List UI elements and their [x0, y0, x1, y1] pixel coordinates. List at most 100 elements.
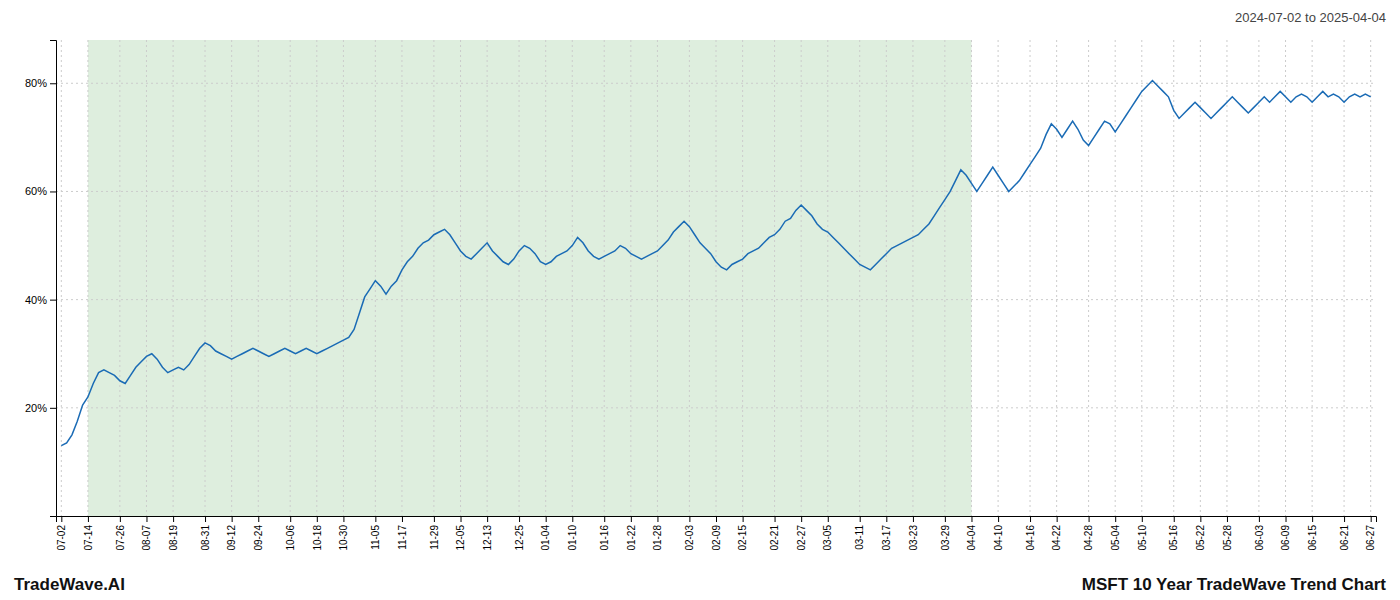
x-grid-line — [801, 40, 802, 516]
x-tick-label: 03-11 — [854, 525, 865, 550]
x-tick-label: 02-15 — [737, 525, 748, 551]
x-tick-label: 09-24 — [253, 525, 264, 551]
x-tick-mark — [546, 516, 547, 522]
x-tick-mark — [375, 516, 376, 522]
x-tick-mark — [1259, 516, 1260, 522]
x-tick-label: 08-31 — [200, 525, 211, 551]
x-tick-mark — [120, 516, 121, 522]
x-tick-mark — [998, 516, 999, 522]
x-tick: 10-18 — [312, 516, 323, 551]
y-tick-label: 40% — [25, 294, 47, 306]
x-tick-mark — [1200, 516, 1201, 522]
x-tick-label: 01-10 — [567, 525, 578, 551]
x-axis-line — [57, 517, 1377, 523]
x-grid-line — [1056, 40, 1057, 516]
x-grid-line — [460, 40, 461, 516]
x-tick: 06-21 — [1339, 516, 1350, 551]
x-grid-line — [630, 40, 631, 516]
x-grid-line — [689, 40, 690, 516]
x-tick-label: 11-29 — [429, 525, 440, 550]
x-tick-mark — [461, 516, 462, 522]
x-grid-line — [971, 40, 972, 516]
plot-area — [88, 40, 972, 516]
x-tick-mark — [1371, 516, 1372, 522]
x-grid-line — [433, 40, 434, 516]
y-tick-mark — [50, 83, 56, 84]
annotation: TradeWave.AI — [14, 575, 125, 594]
x-grid-line — [231, 40, 232, 516]
x-tick: 03-05 — [822, 516, 833, 551]
x-tick-mark — [1089, 516, 1090, 522]
x-tick: 07-26 — [115, 516, 126, 551]
x-tick-mark — [971, 516, 972, 522]
x-tick-mark — [434, 516, 435, 522]
plot: 07-02 07-14 07-26 08-07 08-19 08-31 09-12 09-24… — [25, 40, 1377, 551]
x-grid-line — [1312, 40, 1313, 516]
x-tick-label: 12-25 — [514, 525, 525, 551]
x-tick: 01-10 — [567, 516, 578, 551]
x-tick-label: 01-28 — [652, 525, 663, 551]
series — [61, 81, 1370, 446]
x-tick: 07-02 — [56, 516, 67, 551]
x-tick: 06-09 — [1280, 516, 1291, 551]
x-tick-label: 02-21 — [769, 525, 780, 551]
x-tick-mark — [290, 516, 291, 522]
shaded-range — [88, 40, 972, 516]
x-tick: 09-24 — [253, 516, 264, 551]
x-tick-label: 06-09 — [1280, 525, 1291, 551]
x-tick-mark — [205, 516, 206, 522]
x-tick-mark — [860, 516, 861, 522]
x-tick: 07-14 — [83, 516, 94, 551]
x-tick-label: 07-14 — [83, 525, 94, 551]
x-tick: 01-16 — [599, 516, 610, 551]
y-tick-mark — [50, 191, 56, 192]
x-tick-mark — [487, 516, 488, 522]
x-tick: 03-29 — [940, 516, 951, 551]
x-tick-label: 04-10 — [993, 525, 1004, 551]
x-tick: 03-11 — [854, 516, 865, 550]
x-grid-line — [604, 40, 605, 516]
x-tick-mark — [743, 516, 744, 522]
y-tick-label: 80% — [25, 77, 47, 89]
x-grid-line — [290, 40, 291, 516]
x-tick-mark — [61, 516, 62, 522]
x-tick: 05-10 — [1137, 516, 1148, 551]
x-grid-line — [61, 40, 62, 516]
x-tick-label: 01-16 — [599, 525, 610, 551]
x-tick-mark — [343, 516, 344, 522]
x-grid-line — [657, 40, 658, 516]
x-tick-mark — [232, 516, 233, 522]
x-grid-line — [1030, 40, 1031, 516]
x-grid-line — [572, 40, 573, 516]
x-tick: 11-29 — [429, 516, 440, 550]
x-tick-label: 08-07 — [141, 525, 152, 551]
x-grid-line — [375, 40, 376, 516]
x-tick-label: 01-04 — [540, 525, 551, 551]
x-tick: 05-22 — [1195, 516, 1206, 551]
x-grid-line — [519, 40, 520, 516]
y-tick: 60% — [25, 185, 56, 197]
x-tick-mark — [258, 516, 259, 522]
x-tick-label: 11-05 — [370, 525, 381, 550]
x-grid-line — [742, 40, 743, 516]
x-grid-line — [258, 40, 259, 516]
y-tick-mark — [50, 408, 56, 409]
x-tick: 04-28 — [1083, 516, 1094, 551]
x-tick-mark — [775, 516, 776, 522]
x-tick: 09-12 — [226, 516, 237, 551]
x-tick-mark — [1312, 516, 1313, 522]
x-grid-line — [1088, 40, 1089, 516]
x-tick: 04-16 — [1025, 516, 1036, 551]
x-grid-line — [1344, 40, 1345, 516]
x-tick-label: 04-04 — [966, 525, 977, 551]
x-tick-mark — [1286, 516, 1287, 522]
x-tick-mark — [1344, 516, 1345, 522]
x-tick: 08-19 — [168, 516, 179, 551]
x-tick-label: 05-28 — [1222, 525, 1233, 551]
x-tick-label: 04-28 — [1083, 525, 1094, 551]
x-tick-label: 05-16 — [1168, 525, 1179, 551]
line — [61, 81, 1370, 446]
x-tick-label: 02-03 — [684, 525, 695, 551]
x-tick-label: 02-27 — [796, 525, 807, 551]
x-tick-label: 11-17 — [397, 525, 408, 550]
